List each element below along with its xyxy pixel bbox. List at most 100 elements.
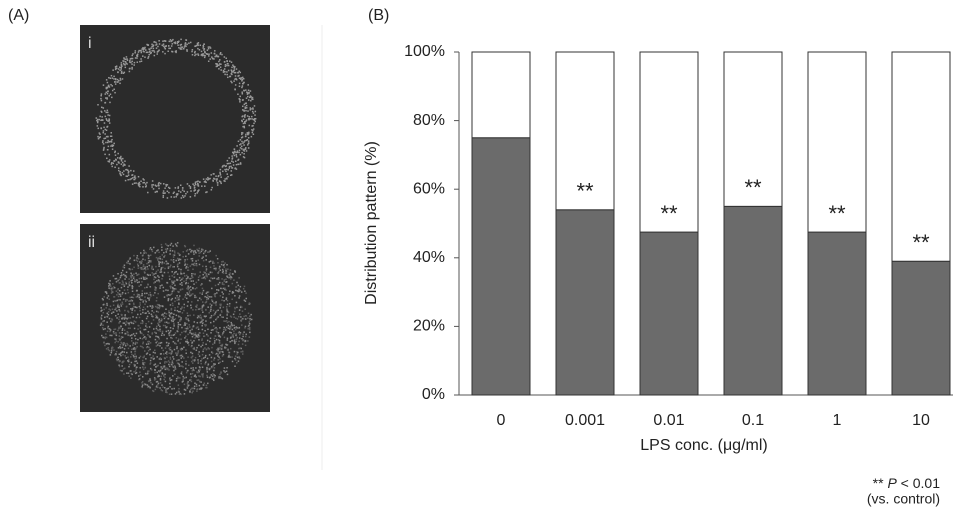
speckle-dot (222, 171, 224, 173)
speckle-dot (122, 280, 124, 282)
speckle-dot (215, 304, 217, 306)
speckle-dot (161, 247, 163, 249)
speckle-dot (210, 267, 212, 269)
speckle-dot (243, 82, 245, 84)
speckle-dot (232, 273, 234, 275)
speckle-dot (126, 58, 128, 60)
speckle-dot (210, 250, 212, 252)
speckle-dot (216, 180, 218, 182)
speckle-dot (225, 268, 227, 270)
speckle-dot (170, 265, 172, 267)
speckle-dot (147, 370, 149, 372)
speckle-dot (140, 327, 142, 329)
speckle-dot (241, 132, 243, 134)
speckle-dot (125, 324, 127, 326)
speckle-dot (170, 287, 172, 289)
speckle-dot (129, 327, 131, 329)
speckle-dot (103, 149, 105, 151)
speckle-dot (124, 351, 126, 353)
speckle-dot (253, 119, 255, 121)
speckle-dot (125, 333, 127, 335)
speckle-dot (122, 303, 124, 305)
speckle-dot (147, 274, 149, 276)
speckle-dot (242, 339, 244, 341)
speckle-dot (191, 392, 193, 394)
speckle-dot (242, 99, 244, 101)
speckle-dot (224, 288, 226, 290)
speckle-dot (190, 186, 192, 188)
speckle-dot (197, 53, 199, 55)
speckle-dot (104, 345, 106, 347)
speckle-dot (107, 331, 109, 333)
speckle-dot (234, 308, 236, 310)
speckle-dot (247, 96, 249, 98)
speckle-dot (139, 378, 141, 380)
speckle-dot (161, 305, 163, 307)
speckle-dot (193, 340, 195, 342)
speckle-dot (198, 42, 200, 44)
speckle-dot (249, 323, 251, 325)
speckle-dot (142, 254, 144, 256)
speckle-dot (105, 142, 107, 144)
speckle-dot (164, 46, 166, 48)
speckle-dot (107, 327, 109, 329)
speckle-dot (113, 349, 115, 351)
speckle-dot (220, 169, 222, 171)
speckle-dot (194, 382, 196, 384)
speckle-dot (181, 282, 183, 284)
speckle-dot (216, 339, 218, 341)
speckle-dot (146, 327, 148, 329)
speckle-dot (103, 143, 105, 145)
speckle-dot (224, 56, 226, 58)
speckle-dot (177, 362, 179, 364)
speckle-dot (237, 152, 239, 154)
speckle-dot (197, 45, 199, 47)
speckle-dot (194, 295, 196, 297)
speckle-dot (124, 318, 126, 320)
speckle-dot (215, 311, 217, 313)
speckle-dot (163, 197, 165, 199)
speckle-dot (237, 352, 239, 354)
speckle-dot (209, 376, 211, 378)
speckle-dot (187, 386, 189, 388)
speckle-dot (126, 306, 128, 308)
speckle-dot (111, 321, 113, 323)
speckle-dot (241, 291, 243, 293)
speckle-dot (142, 357, 144, 359)
speckle-dot (226, 314, 228, 316)
speckle-dot (141, 295, 143, 297)
speckle-dot (178, 268, 180, 270)
speckle-dot (129, 303, 131, 305)
speckle-dot (107, 114, 109, 116)
speckle-dot (119, 173, 121, 175)
speckle-dot (171, 243, 173, 245)
speckle-dot (219, 374, 221, 376)
speckle-dot (206, 268, 208, 270)
speckle-dot (177, 376, 179, 378)
speckle-dot (106, 97, 108, 99)
speckle-dot (211, 378, 213, 380)
speckle-dot (150, 306, 152, 308)
speckle-dot (126, 322, 128, 324)
speckle-dot (227, 350, 229, 352)
speckle-dot (246, 107, 248, 109)
speckle-dot (158, 324, 160, 326)
speckle-dot (189, 324, 191, 326)
speckle-dot (216, 328, 218, 330)
speckle-dot (127, 262, 129, 264)
speckle-dot (194, 46, 196, 48)
speckle-dot (106, 343, 108, 345)
speckle-dot (111, 162, 113, 164)
speckle-dot (206, 387, 208, 389)
speckle-dot (157, 317, 159, 319)
speckle-dot (231, 71, 233, 73)
speckle-dot (222, 282, 224, 284)
speckle-dot (240, 286, 242, 288)
speckle-dot (194, 55, 196, 57)
speckle-dot (120, 78, 122, 80)
speckle-dot (249, 328, 251, 330)
speckle-dot (159, 362, 161, 364)
speckle-dot (251, 125, 253, 127)
speckle-dot (139, 307, 141, 309)
speckle-dot (141, 52, 143, 54)
